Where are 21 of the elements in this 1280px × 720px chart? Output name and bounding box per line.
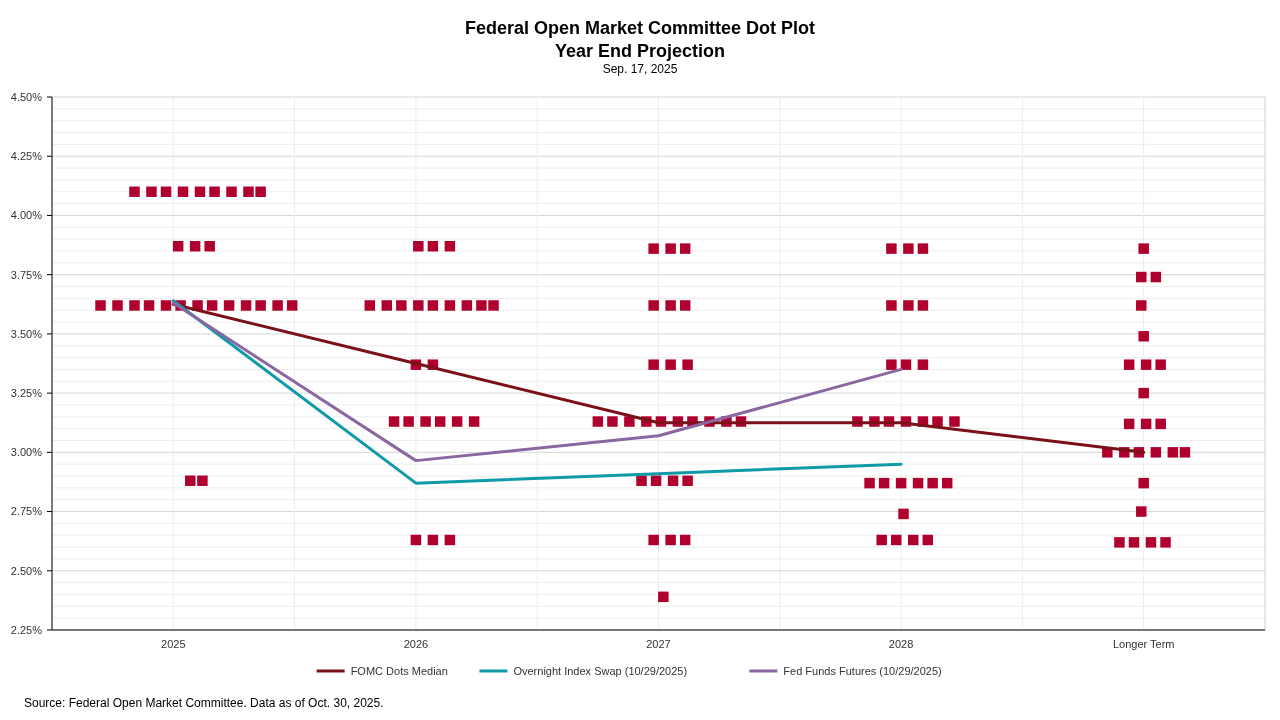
y-tick-label: 4.00% — [10, 209, 43, 222]
x-tick-label: 2028 — [888, 638, 914, 650]
y-tick-label: 3.00% — [10, 446, 43, 459]
y-tick-label: 2.75% — [10, 505, 43, 518]
y-tick-label: 2.50% — [10, 564, 43, 577]
chart-title: Federal Open Market Committee Dot Plot Year End Projection — [464, 18, 816, 61]
x-tick-label: 2025 — [161, 638, 186, 650]
legend-label: Overnight Index Swap (10/29/2025) — [513, 664, 688, 677]
x-tick-label: 2026 — [403, 638, 429, 650]
y-tick-label: 3.75% — [10, 268, 43, 281]
y-tick-label: 4.50% — [10, 90, 43, 103]
y-tick-label: 4.25% — [10, 150, 43, 163]
x-tick-label: Longer Term — [1112, 638, 1175, 650]
y-tick-label: 3.25% — [10, 386, 43, 399]
source-note: Source: Federal Open Market Committee. Data as of Oct. 30, 2025. — [24, 696, 384, 710]
x-tick-label: 2027 — [646, 638, 671, 650]
legend-label: FOMC Dots Median — [350, 664, 448, 677]
legend-label: Fed Funds Futures (10/29/2025) — [783, 664, 942, 677]
chart-subtitle: Sep. 17, 2025 — [602, 62, 678, 76]
y-tick-label: 3.50% — [10, 327, 43, 340]
y-tick-label: 2.25% — [10, 623, 43, 636]
